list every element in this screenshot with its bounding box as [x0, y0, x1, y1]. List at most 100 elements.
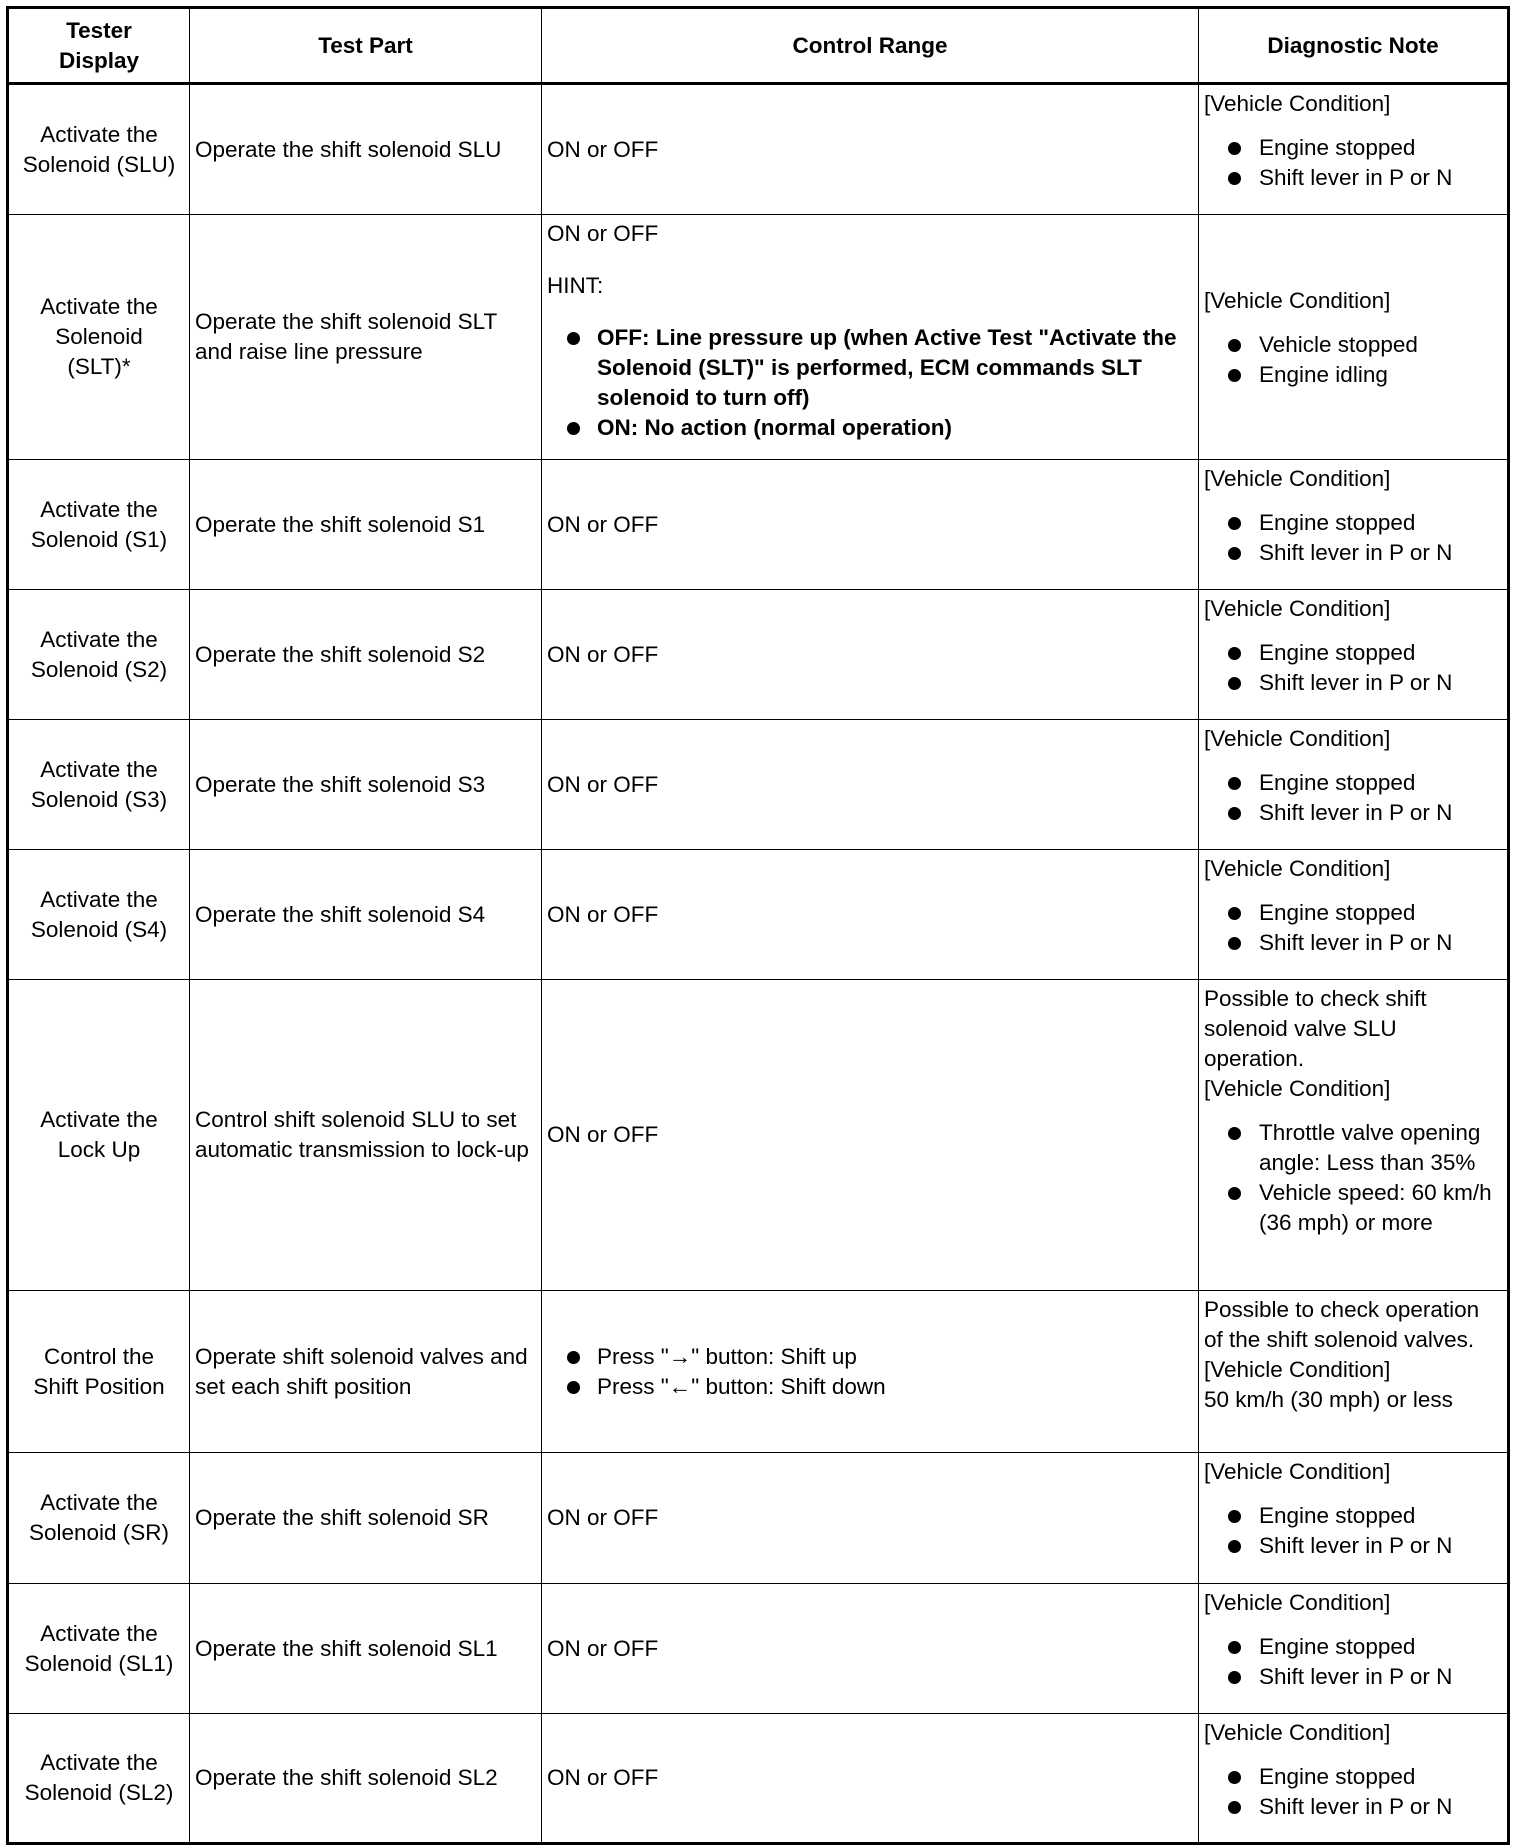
- table-row: Activate the Solenoid (S3) Operate the shi…: [7, 719, 1509, 850]
- tester-display-line: Solenoid: [55, 324, 143, 349]
- list-item: Press "←" button: Shift down: [547, 1372, 1193, 1402]
- tester-display-line: Lock Up: [57, 1137, 141, 1162]
- control-range-value: ON or OFF: [547, 641, 659, 667]
- control-range-cell: ON or OFF: [541, 1452, 1199, 1584]
- list-item: Press "→" button: Shift up: [547, 1342, 1193, 1372]
- vehicle-condition-heading: [Vehicle Condition]: [1204, 1357, 1391, 1382]
- diagnostic-note-cell: [Vehicle Condition] Engine stopped Shift l…: [1198, 719, 1509, 850]
- tester-display-line: Activate the: [40, 496, 158, 522]
- control-range-value: ON or OFF: [547, 1505, 659, 1530]
- table-body: Activate the Solenoid (SLU) Operate the sh…: [7, 83, 1509, 1844]
- hint-label: HINT:: [547, 273, 604, 298]
- list-item: Shift lever in P or N: [1204, 163, 1502, 193]
- vehicle-condition-list: Engine stopped Shift lever in P or N: [1204, 1501, 1502, 1561]
- vehicle-condition-heading: [Vehicle Condition]: [1204, 1459, 1391, 1484]
- list-item: Engine stopped: [1204, 898, 1502, 928]
- test-part-cell: Operate the shift solenoid S3: [189, 719, 542, 850]
- control-range-cell: ON or OFF: [541, 459, 1199, 590]
- table-row: Control the Shift Position Operate shift s…: [7, 1290, 1509, 1453]
- header-diagnostic-note: Diagnostic Note: [1198, 7, 1509, 85]
- vehicle-condition-heading: [Vehicle Condition]: [1204, 856, 1391, 881]
- table-row: Activate the Lock Up Control shift solenoi…: [7, 979, 1509, 1291]
- tester-display-line: Solenoid (S4): [30, 916, 168, 942]
- diagnostic-note-cell: [Vehicle Condition] Engine stopped Shift l…: [1198, 1713, 1509, 1844]
- diagnostic-note-cell: [Vehicle Condition] Engine stopped Shift l…: [1198, 459, 1509, 590]
- tester-display-line: Activate the: [40, 1750, 158, 1775]
- tester-display-cell: Activate the Solenoid (S2): [7, 589, 190, 720]
- test-part-cell: Operate the shift solenoid SLT and raise…: [189, 214, 542, 460]
- hint-list: OFF: Line pressure up (when Active Test …: [547, 323, 1193, 443]
- note-text: Possible to check operation of the shift…: [1204, 1297, 1480, 1352]
- vehicle-condition-list: Engine stopped Shift lever in P or N: [1204, 1762, 1502, 1822]
- tester-display-cell: Control the Shift Position: [7, 1290, 190, 1453]
- diagnostic-note-cell: [Vehicle Condition] Engine stopped Shift l…: [1198, 849, 1509, 980]
- tester-display-line: (SLT)*: [67, 354, 131, 379]
- tester-display-line: Solenoid (S3): [30, 786, 168, 812]
- tester-display-line: Solenoid (SLU): [22, 151, 176, 177]
- list-item: OFF: Line pressure up (when Active Test …: [547, 323, 1193, 413]
- test-part-cell: Operate the shift solenoid SL1: [189, 1583, 542, 1714]
- vehicle-condition-list: Vehicle stopped Engine idling: [1204, 330, 1502, 390]
- list-item: Shift lever in P or N: [1204, 1531, 1502, 1561]
- diagnostic-note-cell: [Vehicle Condition] Engine stopped Shift l…: [1198, 1583, 1509, 1714]
- list-item: Engine stopped: [1204, 133, 1502, 163]
- diagnostic-note-cell: [Vehicle Condition] Vehicle stopped Engine…: [1198, 214, 1509, 460]
- tester-display-line: Activate the: [40, 886, 158, 912]
- list-item: Shift lever in P or N: [1204, 1662, 1502, 1692]
- tester-display-line: Activate the: [40, 1490, 158, 1515]
- tester-display-line: Solenoid (SL1): [24, 1650, 174, 1676]
- table-row: Activate the Solenoid (SL1) Operate the sh…: [7, 1583, 1509, 1714]
- test-part-cell: Operate the shift solenoid S1: [189, 459, 542, 590]
- control-range-list: Press "→" button: Shift up Press "←" butt…: [547, 1342, 1193, 1402]
- tester-display-cell: Activate the Solenoid (SL2): [7, 1713, 190, 1844]
- tester-display-line: Solenoid (SL2): [24, 1780, 174, 1805]
- tester-display-line: Solenoid (SR): [28, 1520, 170, 1545]
- vehicle-condition-list: Engine stopped Shift lever in P or N: [1204, 133, 1502, 193]
- test-part-cell: Operate the shift solenoid S4: [189, 849, 542, 980]
- vehicle-condition-heading: [Vehicle Condition]: [1204, 1720, 1391, 1745]
- list-item: Vehicle stopped: [1204, 330, 1502, 360]
- header-test-part: Test Part: [189, 7, 542, 85]
- control-range-cell: ON or OFF HINT: OFF: Line pressure up (whe…: [541, 214, 1199, 460]
- control-range-value: ON or OFF: [547, 1765, 659, 1790]
- vehicle-condition-heading: [Vehicle Condition]: [1204, 1076, 1391, 1101]
- control-range-value: ON or OFF: [547, 136, 659, 162]
- list-item: Engine stopped: [1204, 1632, 1502, 1662]
- table-row: Activate the Solenoid (S2) Operate the shi…: [7, 589, 1509, 720]
- control-range-value: ON or OFF: [547, 771, 659, 797]
- tester-display-cell: Activate the Solenoid (SL1): [7, 1583, 190, 1714]
- tester-display-line: Activate the: [40, 756, 158, 782]
- table-row: Activate the Solenoid (SLU) Operate the sh…: [7, 83, 1509, 215]
- tester-display-line: Control the: [43, 1343, 155, 1369]
- active-test-table: Tester Display Test Part Control Range D…: [6, 6, 1510, 1845]
- table-row: Activate the Solenoid (SLT)* Operate the sh…: [7, 214, 1509, 460]
- test-part-cell: Control shift solenoid SLU to set automa…: [189, 979, 542, 1291]
- vehicle-condition-list: Engine stopped Shift lever in P or N: [1204, 768, 1502, 828]
- control-range-cell: ON or OFF: [541, 849, 1199, 980]
- tester-display-line: Shift Position: [33, 1373, 165, 1399]
- control-range-cell: ON or OFF: [541, 83, 1199, 215]
- list-item: Engine stopped: [1204, 638, 1502, 668]
- tester-display-cell: Activate the Solenoid (SLU): [7, 83, 190, 215]
- list-item: Shift lever in P or N: [1204, 798, 1502, 828]
- header-row: Tester Display Test Part Control Range D…: [7, 7, 1509, 85]
- control-range-value: ON or OFF: [547, 221, 659, 246]
- tester-display-line: Activate the: [40, 294, 158, 319]
- vehicle-condition-list: Engine stopped Shift lever in P or N: [1204, 638, 1502, 698]
- list-item: ON: No action (normal operation): [547, 413, 1193, 443]
- note-condition-text: 50 km/h (30 mph) or less: [1204, 1387, 1453, 1412]
- list-item: Shift lever in P or N: [1204, 668, 1502, 698]
- list-item: Shift lever in P or N: [1204, 928, 1502, 958]
- test-part-cell: Operate the shift solenoid S2: [189, 589, 542, 720]
- diagnostic-note-cell: Possible to check shift solenoid valve S…: [1198, 979, 1509, 1291]
- test-part-cell: Operate the shift solenoid SR: [189, 1452, 542, 1584]
- tester-display-line: Activate the: [40, 626, 158, 652]
- vehicle-condition-heading: [Vehicle Condition]: [1204, 596, 1391, 621]
- table-row: Activate the Solenoid (SR) Operate the shi…: [7, 1452, 1509, 1584]
- control-range-cell: ON or OFF: [541, 1713, 1199, 1844]
- control-range-cell: ON or OFF: [541, 979, 1199, 1291]
- note-text: Possible to check shift solenoid valve S…: [1204, 986, 1427, 1071]
- tester-display-cell: Activate the Solenoid (SLT)*: [7, 214, 190, 460]
- vehicle-condition-heading: [Vehicle Condition]: [1204, 288, 1391, 313]
- tester-display-cell: Activate the Solenoid (S3): [7, 719, 190, 850]
